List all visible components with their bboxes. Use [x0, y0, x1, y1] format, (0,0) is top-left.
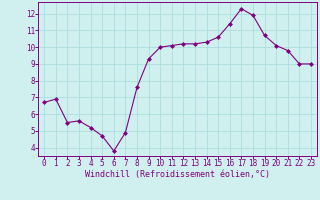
X-axis label: Windchill (Refroidissement éolien,°C): Windchill (Refroidissement éolien,°C)	[85, 170, 270, 179]
